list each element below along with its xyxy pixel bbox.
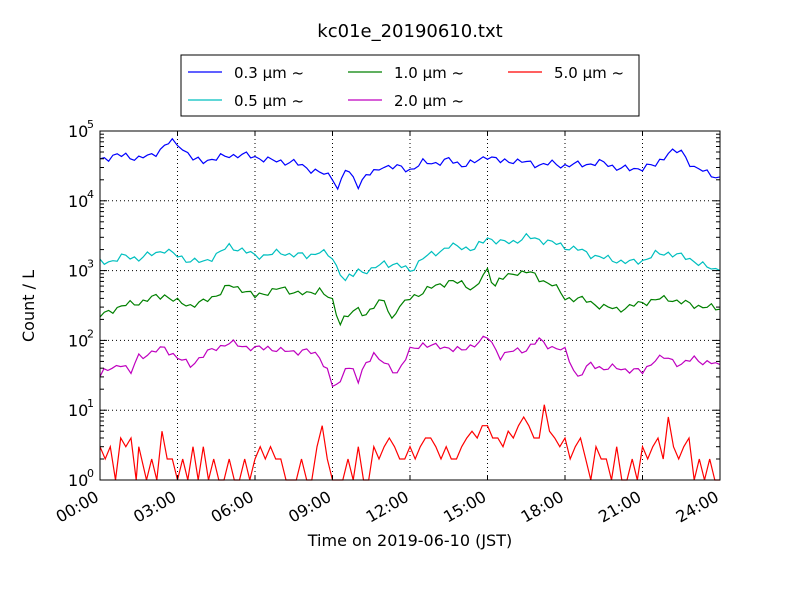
- x-tick-label: 18:00: [518, 487, 567, 527]
- legend: 0.3 μm ~ 0.5 μm ~ 1.0 μm ~ 2.0 μm ~ 5.0 μm ~: [180, 54, 640, 117]
- series-lines: [99, 137, 721, 481]
- x-tick-labels: 00:00 03:00 06:00 09:00 12:00 15:00 18:00 21:00…: [53, 487, 722, 527]
- y-tick-exponent: 3: [87, 258, 94, 271]
- y-tick-label: 105: [68, 118, 94, 141]
- y-tick-label: 102: [68, 327, 94, 350]
- y-tick-exponent: 4: [87, 188, 94, 201]
- x-tick-label: 03:00: [130, 487, 179, 527]
- y-tick-exponent: 2: [87, 327, 94, 340]
- y-tick-base: 10: [68, 122, 88, 141]
- legend-label: 0.5 μm ~: [234, 92, 304, 110]
- legend-entry: 0.3 μm ~: [188, 64, 304, 82]
- legend-entry: 0.5 μm ~: [188, 92, 304, 110]
- y-tick-base: 10: [68, 192, 88, 211]
- y-axis-label: Count / L: [19, 270, 38, 342]
- y-tick-label: 101: [68, 397, 94, 420]
- y-tick-label: 100: [68, 467, 94, 490]
- y-tick-label: 103: [68, 258, 94, 281]
- y-tick-exponent: 1: [87, 397, 94, 410]
- series-line: [99, 404, 720, 481]
- series-line: [99, 232, 721, 282]
- series-line: [99, 266, 721, 327]
- y-tick-base: 10: [68, 401, 88, 420]
- legend-entry: 1.0 μm ~: [348, 64, 464, 82]
- x-axis-label: Time on 2019-06-10 (JST): [307, 531, 512, 550]
- x-tick-label: 15:00: [440, 487, 489, 527]
- y-tick-label: 104: [68, 188, 94, 211]
- x-tick-label: 12:00: [363, 487, 412, 527]
- series-line: [99, 335, 721, 388]
- legend-entry: 2.0 μm ~: [348, 92, 464, 110]
- series-line: [99, 137, 721, 191]
- legend-entry: 5.0 μm ~: [508, 64, 624, 82]
- chart-title: kc01e_20190610.txt: [317, 21, 502, 42]
- x-tick-label: 21:00: [595, 487, 644, 527]
- x-tick-label: 06:00: [208, 487, 257, 527]
- legend-label: 2.0 μm ~: [394, 92, 464, 110]
- y-tick-base: 10: [68, 471, 88, 490]
- legend-frame: [180, 54, 640, 117]
- x-tick-label: 09:00: [285, 487, 334, 527]
- axis-ticks: [99, 130, 721, 481]
- legend-label: 1.0 μm ~: [394, 64, 464, 82]
- legend-label: 0.3 μm ~: [234, 64, 304, 82]
- legend-label: 5.0 μm ~: [554, 64, 624, 82]
- y-tick-base: 10: [68, 331, 88, 350]
- grid: [100, 131, 720, 480]
- x-tick-label: 24:00: [673, 487, 722, 527]
- y-tick-base: 10: [68, 262, 88, 281]
- y-tick-exponent: 0: [87, 467, 94, 480]
- y-tick-exponent: 5: [87, 118, 94, 131]
- x-tick-label: 00:00: [53, 487, 102, 527]
